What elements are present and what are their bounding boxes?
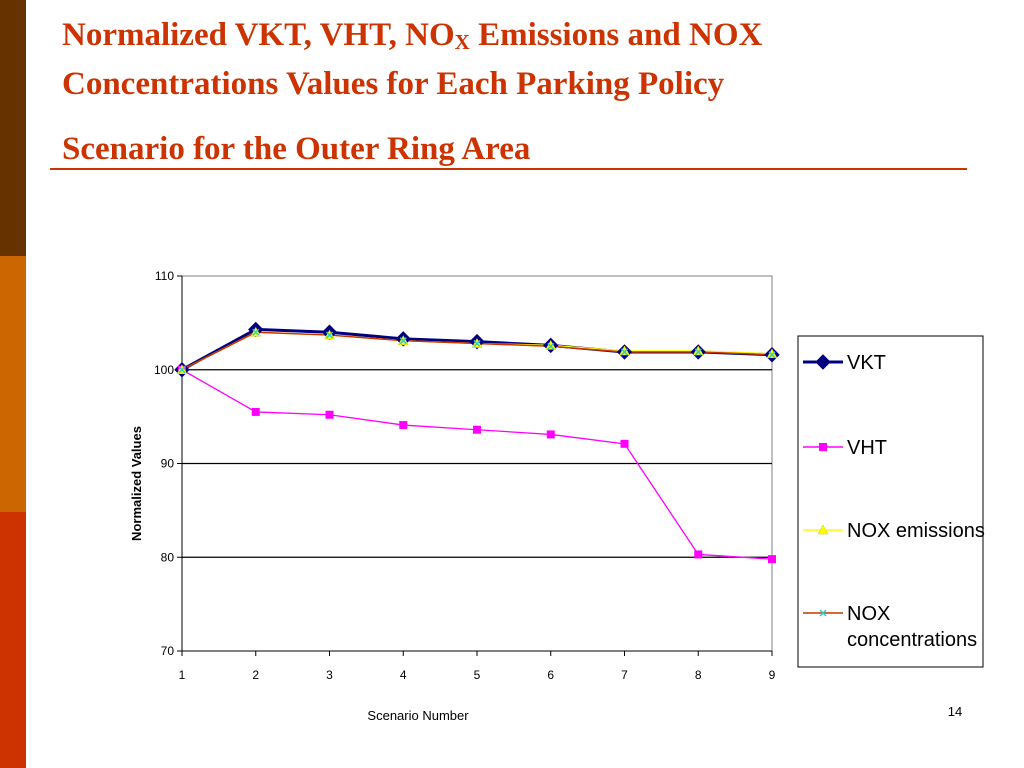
- data-point-1-2: [325, 410, 334, 419]
- legend-label: NOX concentrations: [847, 603, 977, 651]
- y-tick-label: 110: [155, 269, 174, 283]
- x-tick-label: 5: [474, 668, 481, 682]
- slide-title: Normalized VKT, VHT, NOX Emissions and N…: [62, 14, 962, 105]
- page-number: 14: [947, 704, 963, 719]
- marker-stroke: [819, 609, 827, 617]
- marker-stroke: [252, 328, 260, 336]
- x-tick-label: 9: [769, 668, 776, 682]
- title-line-1: Normalized VKT, VHT, NOX Emissions and N…: [62, 14, 962, 63]
- title-line-1-end: Emissions and NOX: [469, 17, 763, 53]
- side-bar-top: [0, 0, 26, 256]
- y-axis-label: Normalized Values: [129, 426, 144, 541]
- x-tick-label: 8: [695, 668, 702, 682]
- legend-item: NOX concentrations: [803, 603, 977, 651]
- legend-item: VHT: [803, 437, 887, 459]
- data-point-3-5: [547, 342, 555, 350]
- legend-item: VKT: [803, 352, 886, 374]
- legend-item: NOX emissions: [803, 520, 985, 542]
- marker-stroke: [325, 331, 334, 339]
- legend-marker: [819, 443, 827, 451]
- y-tick-label: 90: [161, 457, 175, 471]
- marker-stroke: [473, 339, 481, 348]
- marker-stroke: [547, 342, 555, 350]
- data-point-1-5: [546, 430, 555, 439]
- data-point-1-1: [251, 407, 260, 416]
- data-point-3-1: [252, 328, 260, 336]
- data-point-2-5: [545, 339, 557, 350]
- title-line-2: Concentrations Values for Each Parking P…: [62, 66, 725, 102]
- title-line-3: Scenario for the Outer Ring Area: [50, 130, 967, 170]
- x-tick-label: 6: [547, 668, 554, 682]
- legend-label: VHT: [847, 437, 887, 459]
- data-point-1-7: [694, 550, 703, 559]
- data-point-3-8: [768, 351, 776, 359]
- series-line-1: [181, 369, 773, 560]
- data-point-3-2: [325, 331, 334, 339]
- data-point-1-3: [399, 421, 408, 430]
- title-line-1-start: Normalized VKT, VHT, NO: [62, 17, 455, 53]
- x-tick-label: 4: [400, 668, 407, 682]
- legend-label: NOX emissions: [847, 520, 985, 542]
- y-tick-label: 100: [154, 363, 174, 377]
- data-point-1-8: [768, 555, 776, 564]
- marker-stroke: [694, 348, 702, 356]
- legend-marker: [819, 609, 827, 617]
- y-tick-label: 70: [161, 644, 175, 658]
- y-tick-label: 80: [161, 550, 175, 564]
- legend-label: VKT: [847, 352, 886, 374]
- side-bar-middle: [0, 256, 26, 512]
- data-point-3-4: [473, 339, 481, 348]
- title-subscript: X: [454, 30, 470, 54]
- data-point-3-0: [178, 366, 186, 374]
- data-point-1-6: [620, 439, 629, 448]
- marker-stroke: [178, 366, 186, 374]
- data-point-2-7: [692, 345, 704, 356]
- legend-box: [797, 335, 984, 668]
- marker-stroke: [399, 337, 407, 345]
- legend-marker: [817, 524, 829, 535]
- x-tick-label: 1: [179, 668, 186, 682]
- data-point-3-6: [620, 348, 629, 356]
- data-point-3-3: [399, 337, 407, 345]
- marker-stroke: [620, 348, 629, 356]
- side-bar-bottom: [0, 512, 26, 768]
- data-point-2-6: [619, 345, 630, 356]
- legend-marker: [815, 354, 831, 370]
- data-point-2-8: [766, 348, 778, 359]
- x-tick-label: 2: [252, 668, 259, 682]
- data-point-3-7: [694, 348, 702, 356]
- data-point-1-4: [473, 425, 481, 434]
- x-tick-label: 3: [326, 668, 333, 682]
- x-tick-label: 7: [621, 668, 628, 682]
- x-axis-label: Scenario Number: [367, 708, 469, 723]
- legend: VKT VHT NOX emissions NOX concentrations: [797, 335, 985, 668]
- marker-stroke: [768, 351, 776, 359]
